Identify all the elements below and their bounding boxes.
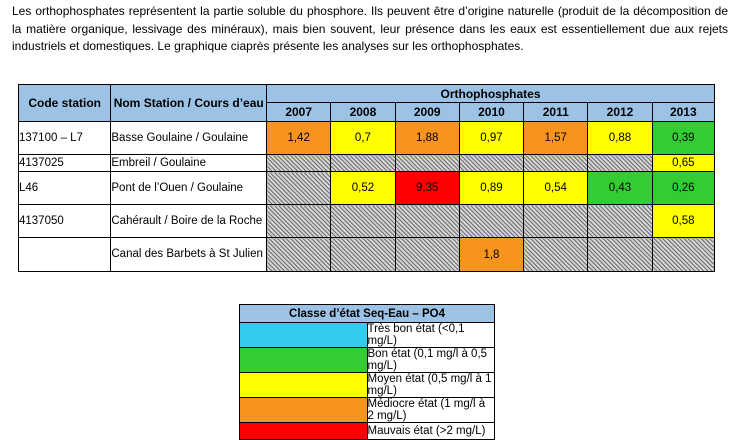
measurement-cell: 0,97 xyxy=(458,121,525,155)
measurement-cell: 0,26 xyxy=(651,171,716,205)
station-name: Embreil / Goulaine xyxy=(110,154,268,172)
legend-item: Moyen état (0,5 mg/l à 1 mg/L) xyxy=(239,372,495,398)
header-year: 2007 xyxy=(266,102,332,122)
station-name: Pont de l’Ouen / Goulaine xyxy=(110,171,268,205)
header-year: 2011 xyxy=(523,102,589,122)
table-row: 4137025 Embreil / Goulaine 0,65 xyxy=(17,154,716,172)
station-name: Basse Goulaine / Goulaine xyxy=(110,121,268,155)
legend-item: Très bon état (<0,1 mg/L) xyxy=(239,322,495,348)
measurement-cell: 0,65 xyxy=(651,154,716,172)
no-data-cell xyxy=(330,204,396,238)
legend-item: Mauvais état (>2 mg/L) xyxy=(239,422,495,440)
header-year: 2013 xyxy=(651,102,716,122)
legend-table: Classe d’état Seq-Eau – PO4 Très bon éta… xyxy=(239,304,495,440)
header-year: 2010 xyxy=(458,102,525,122)
measurement-cell: 0,88 xyxy=(587,121,653,155)
legend-swatch xyxy=(239,322,368,348)
table-row: L46 Pont de l’Ouen / Goulaine 0,52 9,35 0,89… xyxy=(17,171,716,205)
measurement-cell: 1,42 xyxy=(266,121,332,155)
no-data-cell xyxy=(394,204,460,238)
measurement-cell: 1,88 xyxy=(394,121,460,155)
measurement-cell: 0,89 xyxy=(458,171,525,205)
legend-item: Médiocre état (1 mg/l à 2 mg/L) xyxy=(239,397,495,423)
header-code-station: Code station xyxy=(17,84,112,122)
measurement-cell: 1,8 xyxy=(458,237,525,272)
table-body: 137100 – L7 Basse Goulaine / Goulaine 1,42… xyxy=(17,121,716,272)
measurement-cell: 0,39 xyxy=(651,121,716,155)
no-data-cell xyxy=(458,204,525,238)
station-code: 4137050 xyxy=(17,204,112,238)
header-orthophosphates: Orthophosphates xyxy=(266,84,715,103)
no-data-cell xyxy=(330,154,396,172)
station-name: Canal des Barbets à St Julien xyxy=(110,237,268,272)
table-row: Canal des Barbets à St Julien 1,8 xyxy=(17,237,716,272)
station-name: Cahérault / Boire de la Roche xyxy=(110,204,268,238)
no-data-cell xyxy=(394,237,460,272)
station-code: 137100 – L7 xyxy=(17,121,112,155)
measurement-cell: 9,35 xyxy=(394,171,460,205)
legend-swatch xyxy=(239,372,368,398)
no-data-cell xyxy=(523,204,589,238)
no-data-cell xyxy=(651,237,716,272)
header-year: 2008 xyxy=(330,102,396,122)
legend-title: Classe d’état Seq-Eau – PO4 xyxy=(239,304,495,323)
legend-swatch xyxy=(239,397,368,423)
measurement-cell: 0,52 xyxy=(330,171,396,205)
legend-item: Bon état (0,1 mg/l à 0,5 mg/L) xyxy=(239,347,495,373)
measurement-cell: 0,54 xyxy=(523,171,589,205)
no-data-cell xyxy=(587,237,653,272)
legend-label: Moyen état (0,5 mg/l à 1 mg/L) xyxy=(366,372,495,398)
no-data-cell xyxy=(587,154,653,172)
legend-label: Mauvais état (>2 mg/L) xyxy=(366,422,495,440)
legend-label: Bon état (0,1 mg/l à 0,5 mg/L) xyxy=(366,347,495,373)
years-header-row: 2007 2008 2009 2010 2011 2012 2013 xyxy=(19,102,716,122)
measurement-cell: 0,43 xyxy=(587,171,653,205)
legend-body: Très bon état (<0,1 mg/L) Bon état (0,1 m… xyxy=(239,322,495,440)
legend-label: Très bon état (<0,1 mg/L) xyxy=(366,322,495,348)
no-data-cell xyxy=(587,204,653,238)
measurement-cell: 0,58 xyxy=(651,204,716,238)
intro-paragraph: Les orthophosphates représentent la part… xyxy=(12,4,728,53)
header-year: 2009 xyxy=(394,102,460,122)
no-data-cell xyxy=(266,204,332,238)
orthophosphates-table: Code station Nom Station / Cours d’eau O… xyxy=(17,84,716,272)
table-row: 137100 – L7 Basse Goulaine / Goulaine 1,42… xyxy=(17,121,716,155)
measurement-cell: 0,7 xyxy=(330,121,396,155)
no-data-cell xyxy=(394,154,460,172)
station-code: L46 xyxy=(17,171,112,205)
no-data-cell xyxy=(523,237,589,272)
no-data-cell xyxy=(266,154,332,172)
legend-swatch xyxy=(239,347,368,373)
station-code xyxy=(17,237,112,272)
no-data-cell xyxy=(266,237,332,272)
no-data-cell xyxy=(266,171,332,205)
no-data-cell xyxy=(523,154,589,172)
legend-label: Médiocre état (1 mg/l à 2 mg/L) xyxy=(366,397,495,423)
table-row: 4137050 Cahérault / Boire de la Roche 0,58 xyxy=(17,204,716,238)
no-data-cell xyxy=(330,237,396,272)
header-station-name: Nom Station / Cours d’eau xyxy=(110,84,268,122)
header-year: 2012 xyxy=(587,102,653,122)
measurement-cell: 1,57 xyxy=(523,121,589,155)
legend-swatch xyxy=(239,422,368,440)
station-code: 4137025 xyxy=(17,154,112,172)
no-data-cell xyxy=(458,154,525,172)
